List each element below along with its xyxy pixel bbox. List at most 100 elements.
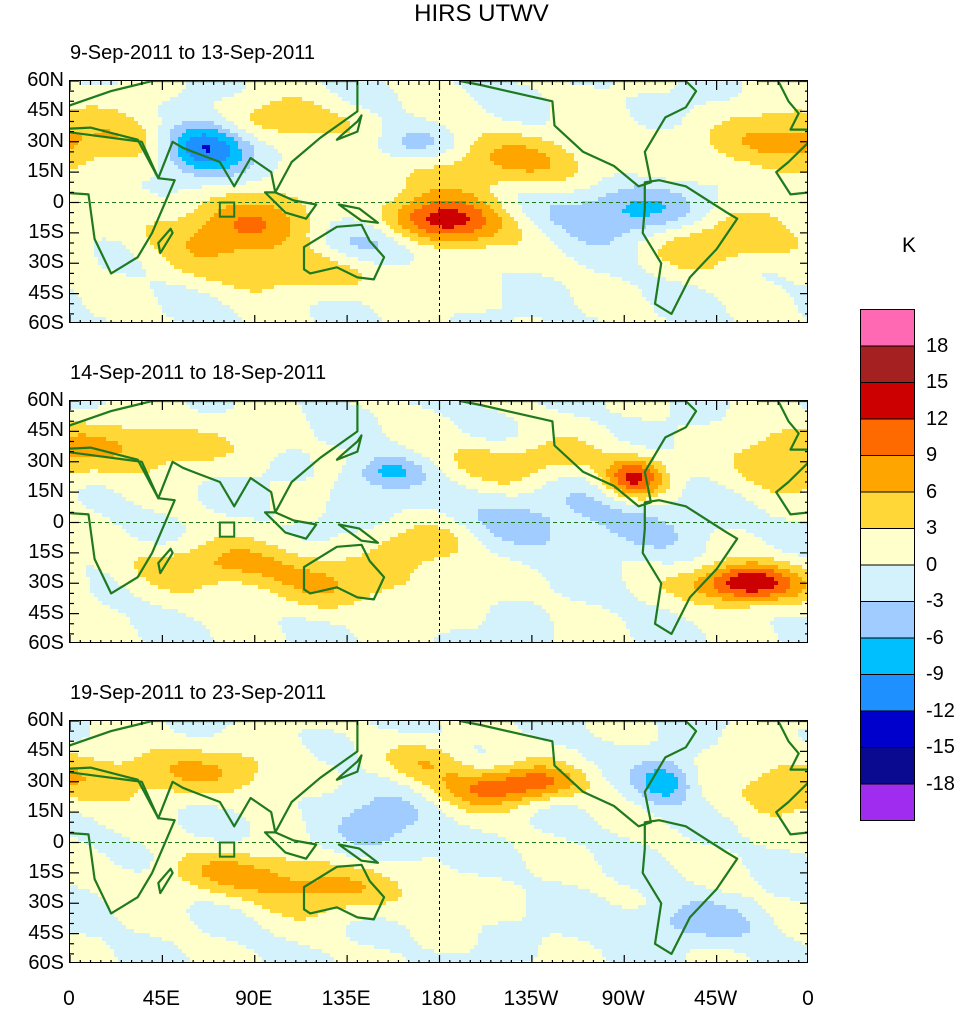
coastline bbox=[775, 782, 807, 836]
coastline bbox=[337, 523, 379, 544]
heatmap-cells bbox=[178, 129, 666, 217]
coastline bbox=[756, 721, 807, 771]
colorbar-swatch bbox=[860, 710, 915, 748]
panel-1-title: 9-Sep-2011 to 13-Sep-2011 bbox=[70, 42, 315, 64]
colorbar-tick-label: 12 bbox=[926, 407, 949, 430]
heatmap-cells bbox=[70, 401, 807, 642]
y-tick-label: 30N bbox=[27, 129, 64, 152]
coastline bbox=[302, 863, 386, 921]
y-tick-label: 15S bbox=[28, 860, 64, 883]
colorbar-tick-label: -3 bbox=[926, 590, 944, 612]
y-tick-label: 15N bbox=[27, 480, 64, 503]
y-tick-label: 60N bbox=[27, 69, 64, 91]
coastline bbox=[157, 547, 174, 575]
coastline bbox=[70, 81, 359, 194]
map-panel-2 bbox=[69, 400, 808, 643]
y-tick-label: 45S bbox=[28, 601, 64, 624]
heatmap-cells bbox=[70, 81, 807, 322]
y-tick-label: 30N bbox=[27, 449, 64, 472]
coastline bbox=[263, 831, 318, 860]
coastline bbox=[756, 81, 807, 131]
colorbar-unit: K bbox=[902, 234, 917, 257]
coastline bbox=[337, 203, 379, 224]
figure-title: HIRS UTWV bbox=[414, 0, 549, 27]
coastline bbox=[157, 867, 174, 895]
y-tick-label: 30N bbox=[27, 769, 64, 792]
heatmap-cells bbox=[470, 773, 554, 797]
y-tick-label: 30S bbox=[28, 891, 64, 914]
y-tick-label: 60N bbox=[27, 389, 64, 411]
coastline bbox=[302, 543, 386, 601]
heatmap-cells bbox=[202, 145, 210, 153]
coastline bbox=[70, 126, 176, 275]
y-tick-label: 60N bbox=[27, 709, 64, 731]
heatmap-cells bbox=[70, 421, 807, 609]
coastline bbox=[70, 401, 359, 514]
coastline bbox=[263, 191, 318, 220]
y-tick-label: 45N bbox=[27, 99, 64, 122]
heatmap-1 bbox=[70, 81, 807, 322]
colorbar-swatch bbox=[860, 455, 915, 493]
coastline bbox=[641, 819, 739, 955]
heatmap-cells bbox=[362, 457, 678, 549]
colorbar bbox=[860, 309, 915, 821]
coastline bbox=[641, 499, 739, 635]
coastline bbox=[775, 462, 807, 516]
colorbar-tick-label: 9 bbox=[926, 444, 938, 466]
x-tick-label: 180 bbox=[420, 987, 457, 1010]
y-tick-label: 45S bbox=[28, 281, 64, 304]
colorbar-tick-label: 6 bbox=[926, 480, 938, 503]
heatmap-cells bbox=[70, 401, 807, 642]
heatmap-cells bbox=[234, 201, 486, 233]
coastline bbox=[337, 843, 379, 864]
coastline bbox=[263, 511, 318, 540]
coastline bbox=[756, 401, 807, 451]
heatmap-cells bbox=[70, 81, 807, 322]
heatmap-cells bbox=[70, 761, 574, 893]
colorbar-swatch bbox=[860, 564, 915, 602]
heatmap-cells bbox=[378, 465, 406, 477]
y-tick-label: 15N bbox=[27, 160, 64, 183]
y-tick-label: 60S bbox=[28, 952, 64, 974]
colorbar-swatch bbox=[860, 345, 915, 383]
y-tick-label: 60S bbox=[28, 312, 64, 334]
y-tick-label: 30S bbox=[28, 571, 64, 594]
colorbar-swatch bbox=[860, 382, 915, 420]
colorbar-tick-label: -9 bbox=[926, 663, 944, 685]
y-tick-label: 15N bbox=[27, 800, 64, 823]
heatmap-cells bbox=[70, 721, 807, 962]
x-tick-label: 45W bbox=[694, 987, 738, 1010]
x-tick-label: 90W bbox=[601, 987, 645, 1010]
coastline bbox=[641, 179, 739, 315]
colorbar-swatch bbox=[860, 491, 915, 529]
y-tick-label: 15S bbox=[28, 540, 64, 563]
heatmap-2 bbox=[70, 401, 807, 642]
y-tick-label: 15S bbox=[28, 220, 64, 243]
x-tick-label: 135E bbox=[321, 987, 371, 1010]
colorbar-swatch bbox=[860, 747, 915, 785]
heatmap-cells bbox=[170, 121, 690, 249]
heatmap-cells bbox=[70, 129, 807, 257]
colorbar-swatch bbox=[860, 418, 915, 456]
colorbar-tick-label: 18 bbox=[926, 334, 949, 357]
coastline bbox=[335, 754, 363, 781]
heatmap-cells bbox=[70, 745, 807, 921]
colorbar-swatch bbox=[860, 637, 915, 675]
colorbar-tick-label: 15 bbox=[926, 371, 949, 393]
coastline bbox=[335, 434, 363, 461]
y-tick-label: 45N bbox=[27, 419, 64, 442]
heatmap-cells bbox=[426, 209, 470, 229]
colorbar-tick-label: 3 bbox=[926, 517, 938, 539]
coastline bbox=[335, 114, 363, 141]
x-tick-label: 45E bbox=[142, 987, 181, 1010]
coastline bbox=[775, 142, 807, 196]
colorbar-tick-label: -12 bbox=[926, 699, 955, 722]
colorbar-tick-label: -18 bbox=[926, 772, 955, 795]
colorbar-swatch bbox=[860, 528, 915, 566]
coastline bbox=[70, 446, 176, 595]
map-panel-1 bbox=[69, 80, 808, 323]
colorbar-swatch bbox=[860, 783, 915, 821]
x-tick-label: 135W bbox=[503, 987, 559, 1010]
heatmap-3 bbox=[70, 721, 807, 962]
heatmap-cells bbox=[70, 433, 806, 601]
